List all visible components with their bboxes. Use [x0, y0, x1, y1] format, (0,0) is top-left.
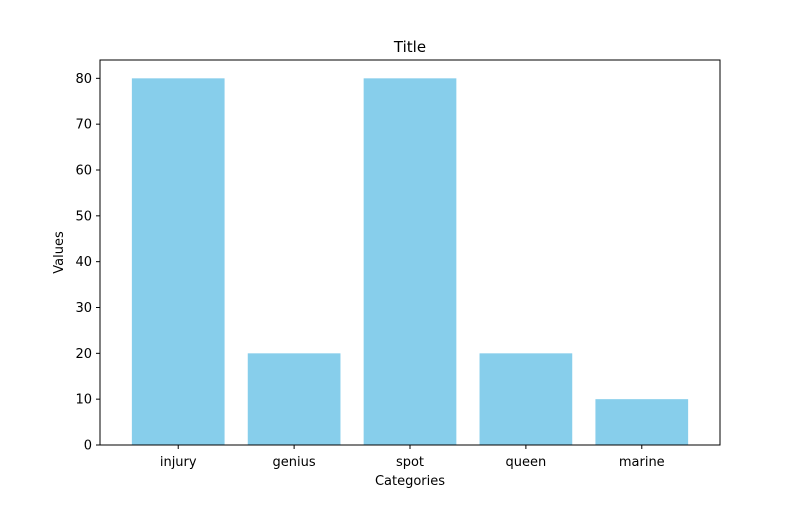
- bar-genius: [247, 353, 341, 445]
- bar-marine: [595, 399, 689, 445]
- x-tick-label: spot: [396, 455, 424, 470]
- bars-group: [131, 78, 689, 445]
- y-axis-label: Values: [52, 231, 67, 274]
- y-axis-ticks: 0 10 20 30 40 50 60 70 80: [75, 72, 100, 454]
- x-tick-label: marine: [619, 455, 665, 470]
- x-tick-label: queen: [506, 455, 547, 470]
- y-tick-label: 50: [75, 209, 92, 224]
- y-tick-label: 0: [84, 439, 92, 454]
- y-tick-label: 20: [75, 347, 92, 362]
- y-tick-label: 80: [75, 72, 92, 87]
- bar-spot: [363, 78, 457, 445]
- x-tick-label: genius: [273, 455, 316, 470]
- x-axis-ticks: injury genius spot queen marine: [160, 445, 665, 470]
- y-tick-label: 40: [75, 255, 92, 270]
- bar-injury: [131, 78, 225, 445]
- bar-queen: [479, 353, 573, 445]
- y-tick-label: 10: [75, 393, 92, 408]
- x-axis-label: Categories: [375, 474, 445, 489]
- chart-title: Title: [393, 38, 426, 56]
- y-tick-label: 30: [75, 301, 92, 316]
- plot-area-frame: [99, 59, 721, 446]
- y-tick-label: 60: [75, 164, 92, 179]
- y-tick-label: 70: [75, 118, 92, 133]
- x-tick-label: injury: [160, 455, 197, 470]
